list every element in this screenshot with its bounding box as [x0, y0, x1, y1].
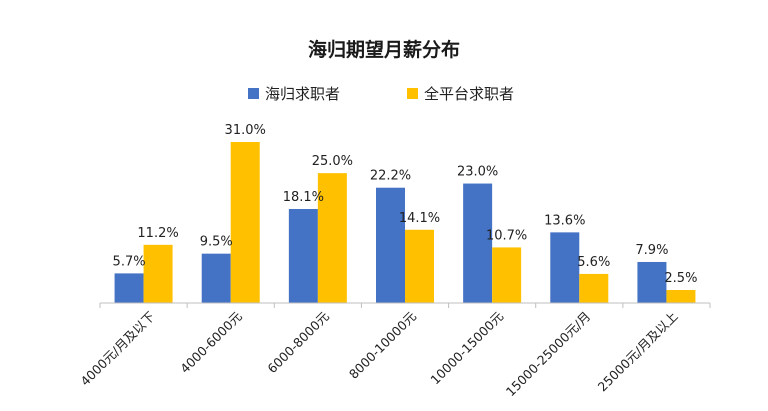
x-tick-labels-layer: 4000元/月及以下 4000-6000元 6000-8000元 8000-10000…	[77, 309, 680, 400]
bar-1-2	[317, 173, 347, 303]
data-label-0-5: 13.6%	[544, 213, 585, 228]
bar-1-1	[230, 142, 260, 303]
x-tick-label-6: 25000元/月及以上	[595, 309, 681, 395]
bars-layer	[114, 142, 696, 303]
x-tick-label-4: 10000-15000元	[427, 309, 506, 388]
bar-1-4	[492, 247, 522, 303]
bar-0-0	[114, 273, 144, 303]
data-label-1-6: 2.5%	[664, 271, 697, 286]
bar-0-1	[201, 253, 231, 303]
x-tick-label-0: 4000元/月及以下	[77, 309, 157, 389]
bar-1-6	[666, 290, 696, 303]
bar-0-5	[550, 232, 580, 303]
data-label-1-5: 5.6%	[577, 255, 610, 270]
data-label-1-1: 31.0%	[225, 123, 266, 138]
bar-0-3	[376, 187, 405, 303]
bar-0-6	[637, 261, 667, 303]
bar-1-5	[579, 273, 609, 303]
x-tick-label-5: 15000-25000元/月	[503, 309, 594, 400]
data-label-0-3: 22.2%	[370, 169, 411, 184]
x-tick-label-1: 4000-6000元	[177, 309, 245, 377]
bar-0-2	[288, 208, 318, 303]
x-tick-label-3: 8000-10000元	[346, 309, 419, 382]
data-label-1-4: 10.7%	[486, 228, 527, 243]
chart-title: 海归期望月薪分布	[308, 38, 460, 61]
data-label-0-0: 5.7%	[113, 254, 146, 269]
tick-marks-layer	[99, 303, 711, 308]
bar-1-0	[143, 244, 173, 303]
legend-label-1: 全平台求职者	[424, 85, 514, 103]
legend-swatch-1	[407, 88, 418, 99]
legend-swatch-0	[248, 88, 259, 99]
data-label-1-3: 14.1%	[399, 211, 440, 226]
data-label-0-1: 9.5%	[200, 235, 233, 250]
bar-0-4	[463, 183, 493, 303]
data-label-1-2: 25.0%	[312, 154, 353, 169]
data-label-1-0: 11.2%	[137, 226, 178, 241]
legend: 海归求职者 全平台求职者	[248, 85, 514, 103]
data-labels-layer: 5.7% 11.2% 9.5% 31.0% 18.1% 25.0% 22.2% 14.1% 23…	[113, 123, 698, 286]
data-label-0-4: 23.0%	[457, 165, 498, 180]
data-label-0-2: 18.1%	[283, 190, 324, 205]
bar-1-3	[405, 229, 434, 303]
data-label-0-6: 7.9%	[635, 243, 668, 258]
legend-label-0: 海归求职者	[265, 85, 340, 103]
x-tick-label-2: 6000-8000元	[264, 309, 332, 377]
